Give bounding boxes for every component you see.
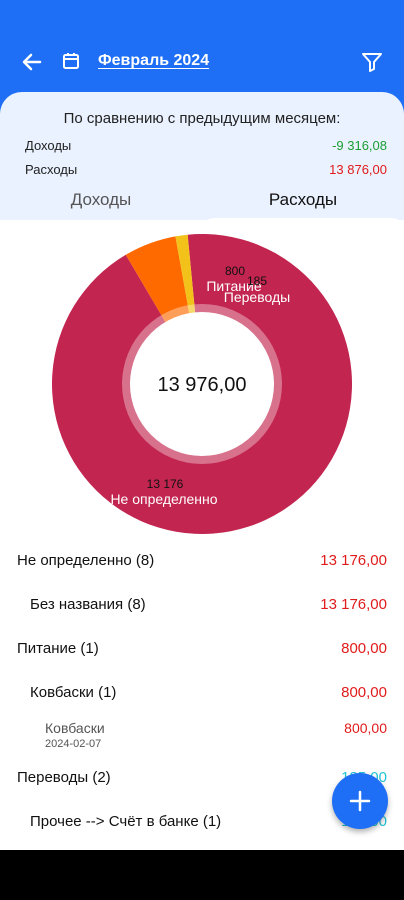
slice-name-label: Питание (206, 278, 261, 294)
comparison-income-label: Доходы (25, 138, 72, 153)
subcategory-amount: 13 176,00 (320, 596, 387, 613)
expense-donut-chart: 13 976,00 800 Питание 185 Переводы 13 17… (52, 234, 352, 534)
category-label: Не определенно (8) (17, 552, 155, 569)
tab-income[interactable]: Доходы (70, 190, 132, 209)
category-label: Переводы (2) (17, 769, 111, 786)
slice-value-label: 13 176 (147, 477, 184, 491)
comparison-expense-value: 13 876,00 (329, 162, 387, 177)
comparison-income-row: Доходы -9 316,08 (25, 138, 387, 153)
subcategory-row[interactable]: Ковбаски (1) 800,00 (0, 672, 404, 712)
system-navigation-bar (0, 850, 404, 900)
category-amount: 13 176,00 (320, 552, 387, 569)
category-row[interactable]: Питание (1) 800,00 (0, 628, 404, 668)
slice-value-label: 800 (225, 264, 245, 278)
comparison-panel: По сравнению с предыдущим месяцем: Доход… (0, 92, 404, 220)
subcategory-label: Прочее --> Счёт в банке (1) (30, 813, 222, 830)
comparison-income-value: -9 316,08 (332, 138, 387, 153)
calendar-icon[interactable] (62, 52, 80, 70)
tab-expense[interactable]: Расходы (268, 190, 338, 209)
subcategory-label: Ковбаски (1) (30, 684, 117, 701)
add-transaction-button[interactable] (332, 773, 388, 829)
back-arrow-icon[interactable] (20, 50, 44, 74)
transaction-row[interactable]: Ковбаски 2024-02-07 800,00 (0, 716, 404, 756)
category-amount: 800,00 (341, 640, 387, 657)
subcategory-row[interactable]: Без названия (8) 13 176,00 (0, 584, 404, 624)
chart-center (130, 312, 274, 456)
comparison-expense-label: Расходы (25, 162, 78, 177)
slice-name-label: Переводы (224, 289, 290, 305)
slice-name-label: Не определенно (110, 491, 217, 507)
month-selector[interactable]: Февраль 2024 (98, 52, 210, 69)
filter-icon[interactable] (360, 50, 384, 74)
subcategory-amount: 800,00 (341, 684, 387, 701)
category-label: Питание (1) (17, 640, 99, 657)
comparison-title: По сравнению с предыдущим месяцем: (63, 110, 341, 127)
comparison-expense-row: Расходы 13 876,00 (25, 162, 387, 177)
category-row[interactable]: Не определенно (8) 13 176,00 (0, 540, 404, 580)
plus-icon (349, 790, 371, 812)
slice-value-label: 185 (247, 274, 267, 288)
chart-total-label: 13 976,00 (158, 374, 247, 396)
subcategory-label: Без названия (8) (30, 596, 146, 613)
transaction-amount: 800,00 (344, 720, 387, 736)
transaction-label: Ковбаски (45, 720, 105, 736)
transaction-date: 2024-02-07 (45, 738, 102, 750)
